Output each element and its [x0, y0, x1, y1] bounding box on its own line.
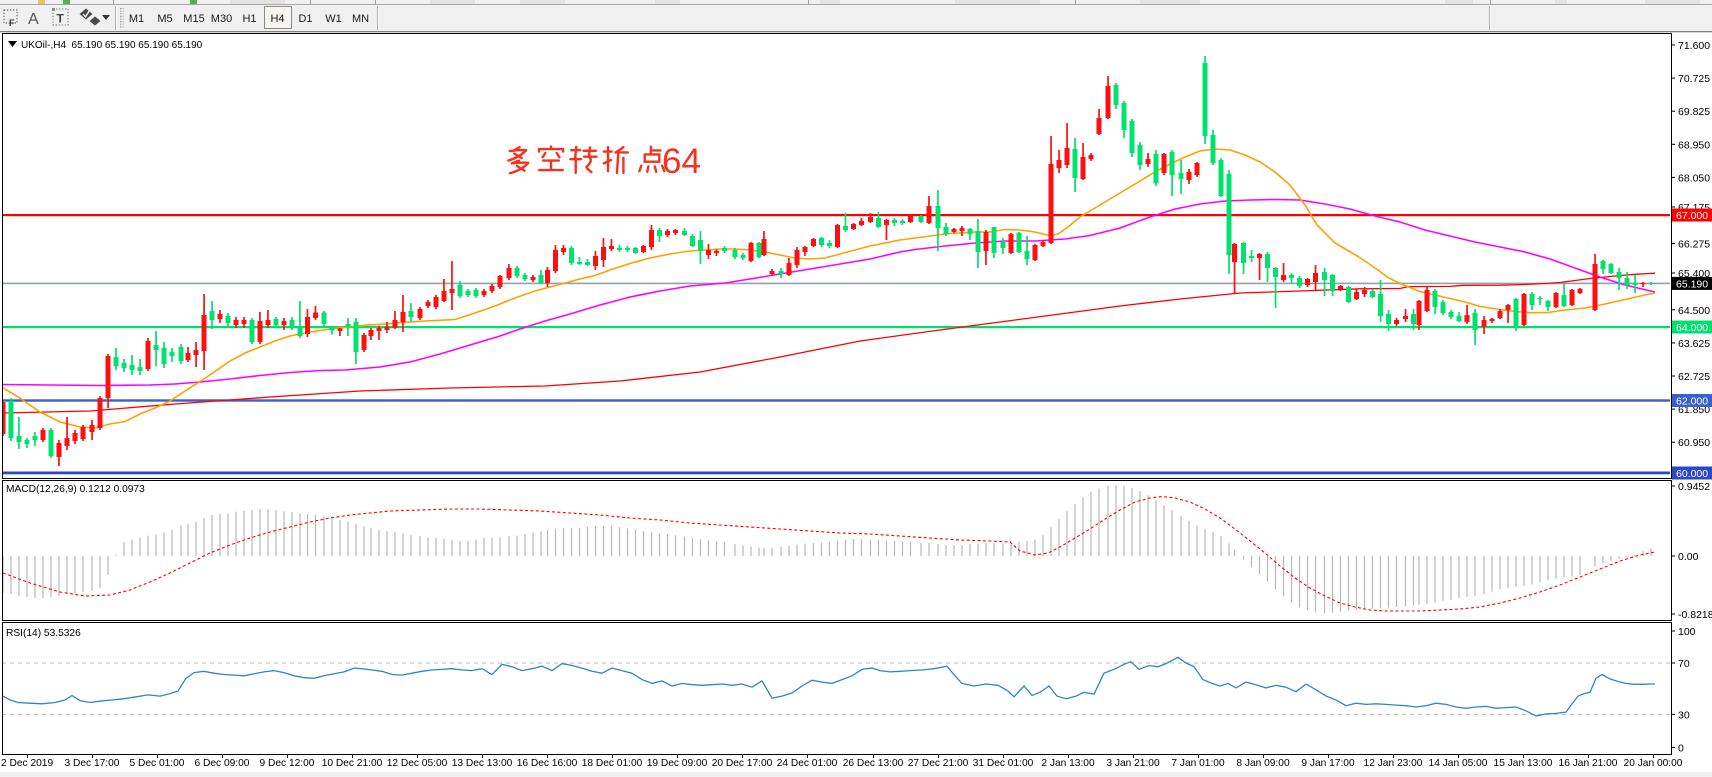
svg-text:9 Dec 12:00: 9 Dec 12:00	[260, 758, 315, 769]
svg-text:66.275: 66.275	[1678, 239, 1710, 251]
svg-text:UKOil-,H4 65.190 65.190 65.19: UKOil-,H4 65.190 65.190 65.190 65.190	[21, 40, 203, 51]
svg-text:T: T	[57, 12, 65, 26]
svg-text:M15: M15	[183, 13, 204, 25]
svg-text:60.950: 60.950	[1678, 437, 1710, 449]
svg-text:W1: W1	[325, 13, 342, 25]
svg-text:62.000: 62.000	[1676, 396, 1708, 408]
svg-text:MACD(12,26,9) 0.1212 0.0973: MACD(12,26,9) 0.1212 0.0973	[6, 484, 145, 495]
svg-text:70: 70	[1678, 658, 1690, 670]
svg-text:70.725: 70.725	[1678, 73, 1710, 85]
svg-text:2 Dec 2019: 2 Dec 2019	[1, 758, 53, 769]
svg-text:F: F	[9, 18, 15, 28]
svg-text:-0.8218: -0.8218	[1678, 609, 1712, 621]
svg-text:64: 64	[662, 142, 701, 181]
svg-text:16 Dec 16:00: 16 Dec 16:00	[517, 758, 578, 769]
svg-text:2 Jan 13:00: 2 Jan 13:00	[1041, 758, 1095, 769]
svg-text:69.825: 69.825	[1678, 106, 1710, 118]
svg-text:65.190: 65.190	[1676, 278, 1708, 290]
svg-text:3 Dec 17:00: 3 Dec 17:00	[65, 758, 120, 769]
svg-text:27 Dec 21:00: 27 Dec 21:00	[908, 758, 969, 769]
svg-text:20 Dec 17:00: 20 Dec 17:00	[712, 758, 773, 769]
svg-text:68.050: 68.050	[1678, 172, 1710, 184]
svg-text:19 Dec 09:00: 19 Dec 09:00	[647, 758, 708, 769]
svg-text:31 Dec 01:00: 31 Dec 01:00	[973, 758, 1034, 769]
svg-text:63.625: 63.625	[1678, 338, 1710, 350]
svg-text:64.000: 64.000	[1676, 322, 1708, 334]
svg-text:16 Jan 21:00: 16 Jan 21:00	[1559, 758, 1618, 769]
svg-text:6 Dec 09:00: 6 Dec 09:00	[195, 758, 250, 769]
svg-text:13 Dec 13:00: 13 Dec 13:00	[452, 758, 513, 769]
svg-text:12 Jan 23:00: 12 Jan 23:00	[1364, 758, 1423, 769]
svg-text:30: 30	[1678, 709, 1690, 721]
svg-text:RSI(14) 53.5326: RSI(14) 53.5326	[6, 628, 81, 639]
svg-text:0.00: 0.00	[1678, 551, 1699, 563]
svg-text:8 Jan 09:00: 8 Jan 09:00	[1236, 758, 1290, 769]
svg-text:61.850: 61.850	[1678, 404, 1710, 416]
svg-text:H4: H4	[270, 13, 284, 25]
svg-text:10 Dec 21:00: 10 Dec 21:00	[322, 758, 383, 769]
svg-text:H1: H1	[242, 13, 256, 25]
svg-text:12 Dec 05:00: 12 Dec 05:00	[387, 758, 448, 769]
svg-text:26 Dec 13:00: 26 Dec 13:00	[843, 758, 904, 769]
svg-text:62.725: 62.725	[1678, 371, 1710, 383]
svg-text:0.9452: 0.9452	[1678, 481, 1710, 493]
svg-text:100: 100	[1678, 626, 1696, 638]
svg-text:M1: M1	[129, 13, 144, 25]
svg-text:20 Jan 00:00: 20 Jan 00:00	[1624, 758, 1683, 769]
svg-text:7 Jan 01:00: 7 Jan 01:00	[1171, 758, 1225, 769]
svg-text:18 Dec 01:00: 18 Dec 01:00	[582, 758, 643, 769]
svg-text:5 Dec 01:00: 5 Dec 01:00	[130, 758, 185, 769]
svg-text:24 Dec 01:00: 24 Dec 01:00	[777, 758, 838, 769]
svg-text:M30: M30	[211, 13, 232, 25]
svg-text:MN: MN	[352, 13, 369, 25]
svg-text:0: 0	[1678, 742, 1684, 754]
svg-text:60.000: 60.000	[1676, 468, 1708, 480]
svg-text:A: A	[28, 11, 39, 28]
svg-text:15 Jan 13:00: 15 Jan 13:00	[1494, 758, 1553, 769]
svg-text:9 Jan 17:00: 9 Jan 17:00	[1301, 758, 1355, 769]
svg-text:D1: D1	[298, 13, 312, 25]
svg-text:M5: M5	[157, 13, 172, 25]
svg-text:14 Jan 05:00: 14 Jan 05:00	[1429, 758, 1488, 769]
svg-text:67.000: 67.000	[1676, 210, 1708, 222]
svg-text:71.600: 71.600	[1678, 40, 1710, 52]
svg-text:64.500: 64.500	[1678, 305, 1710, 317]
svg-text:3 Jan 21:00: 3 Jan 21:00	[1106, 758, 1160, 769]
svg-text:68.950: 68.950	[1678, 139, 1710, 151]
